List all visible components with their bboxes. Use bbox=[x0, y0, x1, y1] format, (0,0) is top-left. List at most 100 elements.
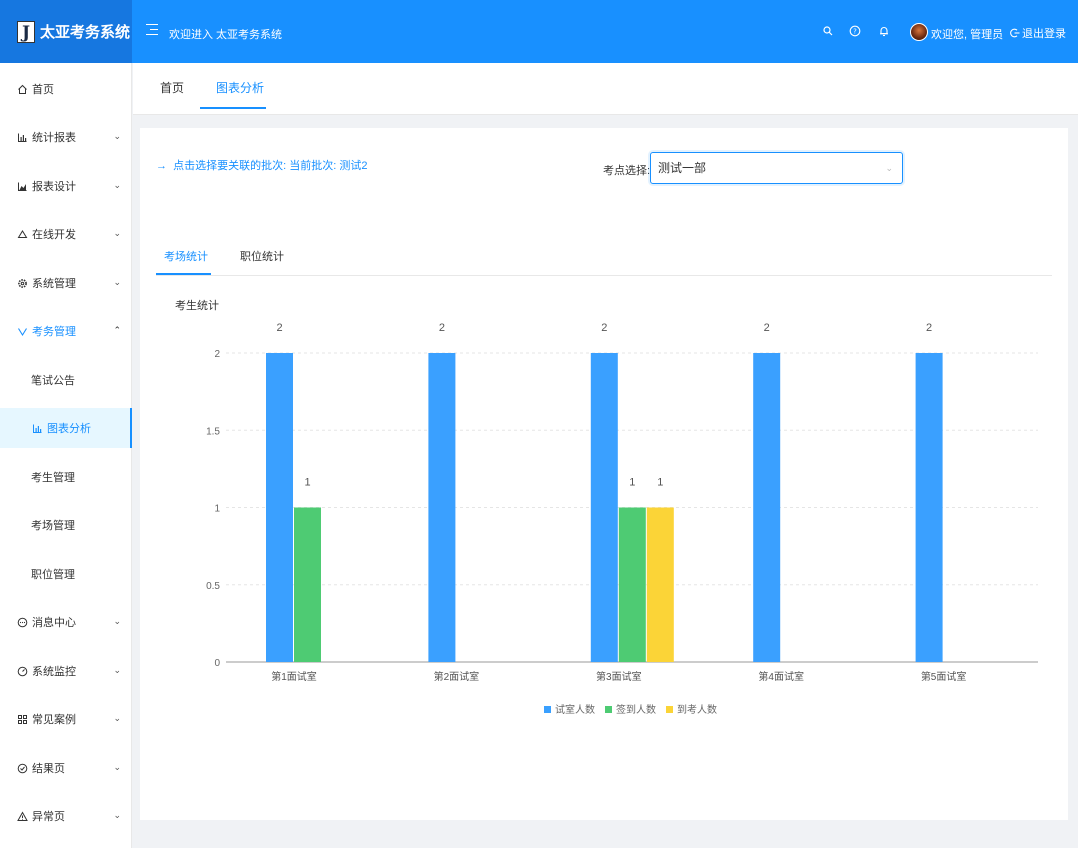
sidebar-item-online-dev[interactable]: 在线开发 ⌄ bbox=[0, 214, 132, 254]
sidebar-item-examinee-manage[interactable]: 考生管理 bbox=[0, 457, 132, 497]
tab-room-stat[interactable]: 考场统计 bbox=[164, 251, 208, 263]
y-tick-label: 0.5 bbox=[206, 581, 220, 592]
sidebar-item-common-cases[interactable]: 常见案例 ⌄ bbox=[0, 699, 132, 739]
sidebar-item-exam-manage[interactable]: 考务管理 ⌃ bbox=[0, 311, 132, 351]
sidebar-item-label: 考场管理 bbox=[31, 520, 75, 532]
data-label: 2 bbox=[439, 322, 445, 334]
batch-link-text: 点击选择要关联的批次: 当前批次: 测试2 bbox=[173, 160, 368, 172]
sidebar-item-label: 首页 bbox=[32, 84, 54, 96]
chevron-down-icon: ⌄ bbox=[113, 665, 121, 675]
x-tick-label: 第3面试室 bbox=[596, 670, 642, 683]
main-content: → 点击选择要关联的批次: 当前批次: 测试2 考点选择: 测试一部 ⌄ 考场统… bbox=[140, 128, 1068, 820]
sidebar-item-written-notice[interactable]: 笔试公告 bbox=[0, 360, 132, 400]
bar-1 bbox=[915, 353, 943, 662]
area-chart-icon bbox=[16, 180, 28, 192]
chart-title: 考生统计 bbox=[175, 300, 219, 312]
y-tick-label: 1.5 bbox=[206, 426, 220, 437]
page-tabs: 首页 图表分析 bbox=[133, 63, 1078, 115]
welcome-system-text: 欢迎进入 太亚考务系统 bbox=[169, 29, 283, 41]
sidebar-item-position-manage[interactable]: 职位管理 bbox=[0, 554, 132, 594]
bar-1 bbox=[428, 353, 456, 662]
tab-home[interactable]: 首页 bbox=[160, 81, 185, 95]
sidebar-item-label: 结果页 bbox=[32, 763, 65, 775]
y-tick-label: 1 bbox=[214, 504, 220, 515]
sidebar-item-error-page[interactable]: 异常页 ⌄ bbox=[0, 796, 132, 836]
exam-point-selected: 测试一部 bbox=[658, 161, 707, 175]
help-icon[interactable]: ? bbox=[849, 25, 861, 37]
logo[interactable]: J 太亚考务系统 bbox=[0, 0, 132, 63]
logout-label: 退出登录 bbox=[1022, 28, 1066, 40]
table-icon bbox=[16, 713, 28, 725]
legend-label: 到考人数 bbox=[677, 703, 717, 716]
sidebar-item-room-manage[interactable]: 考场管理 bbox=[0, 505, 132, 545]
avatar[interactable] bbox=[910, 23, 928, 41]
chevron-down-icon: ⌄ bbox=[113, 616, 121, 626]
svg-text:?: ? bbox=[853, 28, 857, 36]
data-label: 2 bbox=[601, 322, 607, 334]
sidebar-item-label: 考生管理 bbox=[31, 472, 75, 484]
y-tick-label: 0 bbox=[214, 658, 220, 669]
sidebar-item-report-design[interactable]: 报表设计 ⌄ bbox=[0, 166, 132, 206]
chevron-down-icon: ⌄ bbox=[113, 277, 121, 287]
chevron-down-icon: ⌄ bbox=[113, 131, 121, 141]
sidebar-item-stat-report[interactable]: 统计报表 ⌄ bbox=[0, 117, 132, 157]
x-tick-label: 第5面试室 bbox=[921, 670, 967, 683]
message-icon bbox=[16, 616, 28, 628]
chevron-down-icon: ⌄ bbox=[885, 163, 893, 173]
stat-tabs: 考场统计 职位统计 bbox=[156, 236, 1052, 276]
sidebar-item-label: 常见案例 bbox=[32, 714, 76, 726]
bar-1 bbox=[753, 353, 781, 662]
gear-icon bbox=[16, 277, 28, 289]
sidebar-item-system-manage[interactable]: 系统管理 ⌄ bbox=[0, 263, 132, 303]
data-label: 1 bbox=[304, 477, 310, 489]
tab-active-indicator bbox=[200, 107, 266, 109]
tab-chart-analysis[interactable]: 图表分析 bbox=[216, 81, 265, 95]
sidebar-item-label: 异常页 bbox=[32, 811, 65, 823]
chevron-down-icon: ⌄ bbox=[113, 180, 121, 190]
cloud-icon bbox=[16, 228, 28, 240]
chevron-down-icon: ⌄ bbox=[113, 810, 121, 820]
chevron-down-icon: ⌄ bbox=[113, 228, 121, 238]
examinee-bar-chart: 0 0.5 1 1.5 2 2 1 第1面试室 2 第2面试室 2 1 1 第3面试室 2 第4面试室 2 第5面… bbox=[206, 322, 1038, 716]
menu-toggle-icon[interactable] bbox=[146, 24, 158, 36]
sidebar-item-message-center[interactable]: 消息中心 ⌄ bbox=[0, 602, 132, 642]
bell-icon[interactable] bbox=[878, 25, 890, 37]
x-tick-label: 第1面试室 bbox=[271, 670, 317, 683]
welcome-user-text[interactable]: 欢迎您, 管理员 bbox=[931, 29, 1004, 41]
legend-label: 签到人数 bbox=[616, 703, 656, 716]
sidebar-item-chart-analysis[interactable]: 图表分析 bbox=[0, 408, 132, 448]
sidebar-item-label: 系统管理 bbox=[32, 278, 76, 290]
sidebar-item-label: 系统监控 bbox=[32, 666, 76, 678]
logo-mark: J bbox=[17, 20, 35, 43]
bar-2 bbox=[294, 507, 321, 662]
sidebar-item-home[interactable]: 首页 bbox=[0, 69, 132, 109]
data-label: 1 bbox=[657, 477, 663, 489]
exam-point-select[interactable]: 测试一部 ⌄ bbox=[650, 152, 903, 184]
sidebar-item-result-page[interactable]: 结果页 ⌄ bbox=[0, 748, 132, 788]
sidebar-item-label: 报表设计 bbox=[32, 181, 76, 193]
exam-point-label: 考点选择: bbox=[603, 165, 651, 177]
warning-icon bbox=[16, 810, 28, 822]
batch-select-link[interactable]: → 点击选择要关联的批次: 当前批次: 测试2 bbox=[156, 160, 368, 172]
x-tick-label: 第4面试室 bbox=[758, 670, 804, 683]
bar-chart-icon bbox=[16, 131, 28, 143]
chevron-down-icon: ⌄ bbox=[113, 713, 121, 723]
check-icon bbox=[16, 325, 28, 337]
logout-button[interactable]: 退出登录 bbox=[1010, 25, 1066, 41]
x-tick-label: 第2面试室 bbox=[434, 670, 480, 683]
logout-icon bbox=[1010, 28, 1020, 38]
bar-2 bbox=[618, 507, 646, 662]
search-icon[interactable] bbox=[822, 25, 834, 37]
data-label: 2 bbox=[926, 322, 932, 334]
sidebar-item-label: 统计报表 bbox=[32, 132, 76, 144]
top-header: J 太亚考务系统 欢迎进入 太亚考务系统 ? 欢迎您, 管理员 退出登录 bbox=[0, 0, 1078, 63]
sidebar: 首页 统计报表 ⌄ 报表设计 ⌄ 在线开发 ⌄ 系统管理 ⌄ 考务管理 ⌃ 笔试… bbox=[0, 63, 132, 848]
tab-position-stat[interactable]: 职位统计 bbox=[240, 251, 284, 263]
sidebar-item-label: 笔试公告 bbox=[31, 375, 75, 387]
bar-1 bbox=[266, 353, 293, 662]
sidebar-item-system-monitor[interactable]: 系统监控 ⌄ bbox=[0, 651, 132, 691]
bar-chart-icon bbox=[31, 422, 43, 434]
legend-swatch-1 bbox=[544, 706, 551, 713]
dashboard-icon bbox=[16, 665, 28, 677]
sidebar-item-label: 职位管理 bbox=[31, 569, 75, 581]
